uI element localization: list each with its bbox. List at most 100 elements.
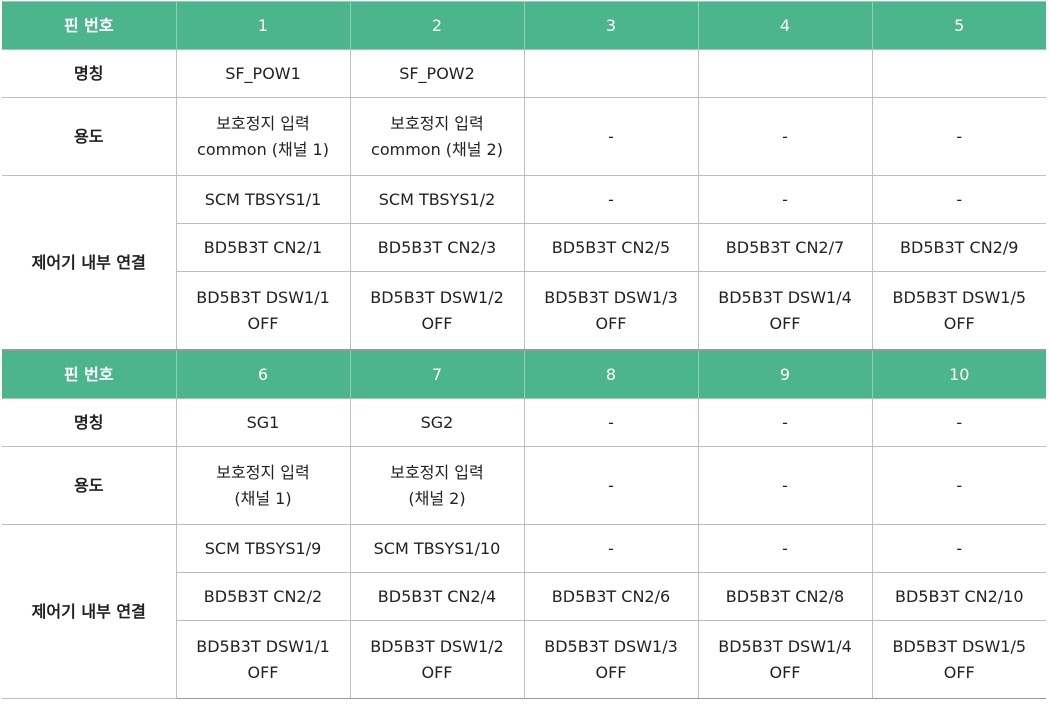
connection-line: OFF [421,662,453,682]
name-cell: - [697,398,873,447]
usage-cell: - [697,446,873,525]
connection-cell: BD5B3T CN2/6 [523,572,699,621]
usage-cell: 보호정지 입력 (채널 2) [349,446,525,525]
usage-line: 보호정지 입력 [390,462,484,482]
connection-line: OFF [595,313,627,333]
connection-cell: - [871,175,1046,224]
usage-label: 용도 [2,446,177,525]
connection-line: OFF [247,662,279,682]
pin-number-label: 핀 번호 [2,349,177,399]
connection-cell: - [523,524,699,573]
header-row-2: 핀 번호 6 7 8 9 10 [2,349,1046,399]
usage-cell: 보호정지 입력 (채널 1) [175,446,351,525]
name-label: 명칭 [2,49,177,98]
connection-line: BD5B3T DSW1/4 [718,287,852,307]
connection-cell: SCM TBSYS1/2 [349,175,525,224]
pin-number-cell: 8 [523,349,699,399]
connection-line: BD5B3T DSW1/5 [892,287,1027,307]
connection-cell: - [697,175,873,224]
name-cell: SG1 [175,398,351,447]
connection-cell: - [523,175,699,224]
connection-cell: BD5B3T CN2/3 [349,223,525,272]
usage-line: - [608,126,614,146]
name-label: 명칭 [2,398,177,447]
header-row-1: 핀 번호 1 2 3 4 5 [2,1,1046,50]
connection-cell: BD5B3T CN2/8 [697,572,873,621]
connection-cell: BD5B3T CN2/9 [871,223,1046,272]
connection-line: OFF [943,313,975,333]
connection-label: 제어기 내부 연결 [2,524,177,699]
connection-cell: BD5B3T DSW1/5 OFF [871,271,1046,351]
connection-line: OFF [943,662,975,682]
connection-line: OFF [247,313,279,333]
pin-number-cell: 1 [175,1,351,50]
usage-line: 보호정지 입력 [216,462,310,482]
connection-line: OFF [595,662,627,682]
connection-cell: SCM TBSYS1/1 [175,175,351,224]
usage-line: - [956,126,963,146]
connection-cell: BD5B3T DSW1/4 OFF [697,271,873,351]
connection-cell: BD5B3T DSW1/3 OFF [523,271,699,351]
connection-line: BD5B3T DSW1/1 [196,636,330,656]
connection-line: BD5B3T DSW1/1 [196,287,330,307]
connection-row-2c: BD5B3T DSW1/1 OFF BD5B3T DSW1/2 OFF BD5B3T… [2,620,1046,699]
connection-line: BD5B3T DSW1/2 [370,287,504,307]
usage-cell: - [697,97,873,176]
usage-cell: - [871,446,1046,525]
usage-line: 보호정지 입력 [390,113,484,133]
connection-line: OFF [769,662,801,682]
pin-number-cell: 10 [871,349,1046,399]
usage-row-1: 용도 보호정지 입력 common (채널 1) 보호정지 입력 common (채… [2,97,1046,176]
connection-cell: SCM TBSYS1/9 [175,524,351,573]
connection-line: BD5B3T DSW1/4 [718,636,852,656]
usage-line: common (채널 2) [371,139,503,159]
connection-cell: BD5B3T DSW1/1 OFF [176,620,351,699]
connection-row-2b: BD5B3T CN2/2 BD5B3T CN2/4 BD5B3T CN2/6 B… [2,572,1046,621]
connection-cell: BD5B3T DSW1/2 OFF [349,271,525,351]
connection-line: OFF [769,313,801,333]
connection-cell: BD5B3T CN2/4 [349,572,525,621]
connection-line: BD5B3T DSW1/5 [892,636,1027,656]
name-row-2: 명칭 SG1 SG2 - - - [2,398,1046,447]
connection-cell: BD5B3T DSW1/3 OFF [523,620,699,699]
usage-cell: 보호정지 입력 common (채널 2) [349,97,525,176]
name-cell: SF_POW1 [175,49,351,98]
pin-number-cell: 5 [871,1,1046,50]
connection-cell: BD5B3T CN2/10 [871,572,1046,621]
usage-row-2: 용도 보호정지 입력 (채널 1) 보호정지 입력 (채널 2) - - - [2,446,1046,525]
usage-line: - [782,126,788,146]
name-cell: - [523,398,699,447]
connection-cell: SCM TBSYS1/10 [349,524,525,573]
usage-line: - [956,475,963,495]
name-cell [523,49,699,98]
name-cell [697,49,873,98]
usage-cell: 보호정지 입력 common (채널 1) [175,97,351,176]
connection-cell: BD5B3T DSW1/5 OFF [871,620,1046,699]
usage-line: - [782,475,788,495]
name-cell: SF_POW2 [349,49,525,98]
connection-cell: BD5B3T CN2/1 [176,223,351,272]
connection-row-1b: BD5B3T CN2/1 BD5B3T CN2/3 BD5B3T CN2/5 B… [2,223,1046,272]
connection-row-2a: 제어기 내부 연결 SCM TBSYS1/9 SCM TBSYS1/10 - -… [2,524,1046,699]
connection-cell: BD5B3T DSW1/4 OFF [697,620,873,699]
pin-number-cell: 3 [523,1,699,50]
connection-line: BD5B3T DSW1/3 [544,287,678,307]
connection-cell: BD5B3T CN2/2 [176,572,351,621]
pin-number-label: 핀 번호 [2,1,177,50]
connection-label: 제어기 내부 연결 [2,175,177,351]
connection-cell: BD5B3T CN2/5 [523,223,699,272]
connection-line: OFF [421,313,453,333]
pin-number-cell: 7 [349,349,525,399]
name-cell: - [871,398,1046,447]
pin-number-cell: 4 [697,1,873,50]
usage-cell: - [523,97,699,176]
connection-cell: BD5B3T DSW1/2 OFF [349,620,525,699]
name-cell: SG2 [349,398,525,447]
connection-cell: BD5B3T CN2/7 [697,223,873,272]
connection-cell: - [871,524,1046,573]
connection-cell: BD5B3T DSW1/1 OFF [176,271,351,351]
usage-line: - [608,475,614,495]
name-row-1: 명칭 SF_POW1 SF_POW2 [2,49,1046,98]
connection-line: BD5B3T DSW1/2 [370,636,504,656]
